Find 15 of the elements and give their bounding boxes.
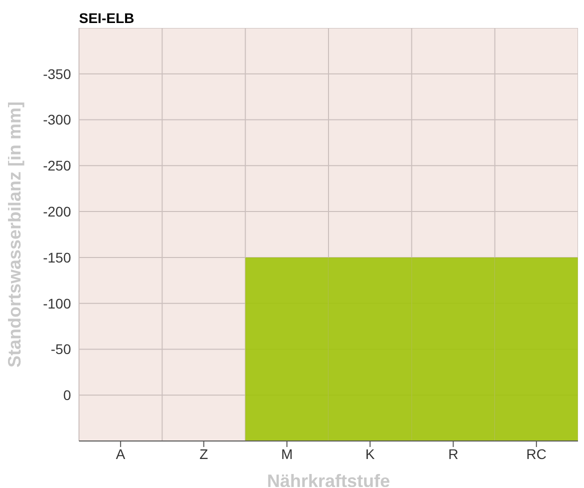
y-tick-label: -150 [42,249,72,266]
y-tick-label: -300 [42,112,72,128]
x-tick-label: Z [199,446,208,462]
y-tick-label: 0 [63,387,72,404]
y-tick-label: -350 [42,66,72,82]
x-tick-label: A [116,446,126,462]
x-tick-label: K [365,446,376,462]
x-tick-label: R [448,446,458,462]
chart-title: SEI-ELB [78,9,136,28]
y-tick-label: -250 [42,158,72,174]
y-tick-label: -200 [42,204,72,220]
x-tick-label: RC [526,446,547,462]
x-tick-label: M [281,446,293,462]
y-tick-label: -100 [42,295,72,312]
y-tick-label: -50 [50,341,72,358]
